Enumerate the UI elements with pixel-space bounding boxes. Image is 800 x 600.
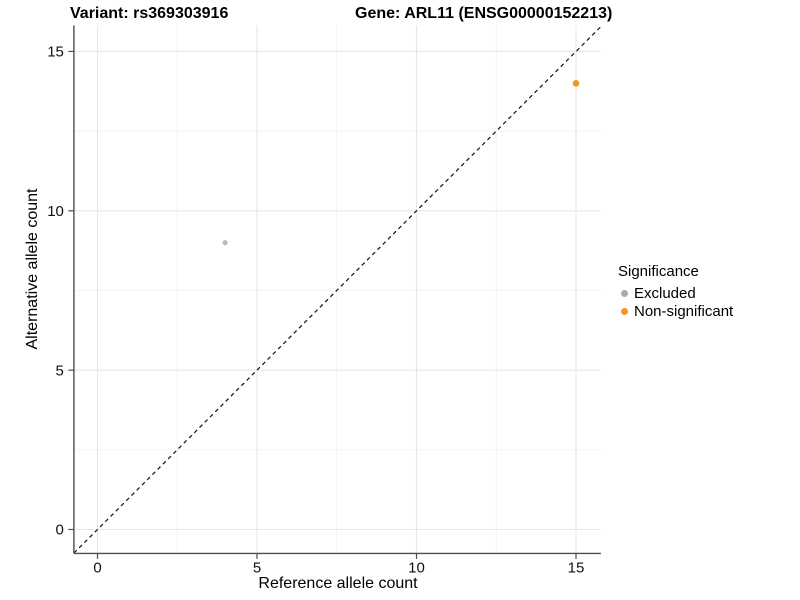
gene-title: Gene: ARL11 (ENSG00000152213) [355, 5, 613, 22]
legend-item-non-significant: Non-significant [618, 303, 733, 321]
x-tick-label: 10 [408, 559, 425, 576]
y-tick-label: 0 [56, 522, 64, 539]
x-tick-label: 0 [93, 559, 101, 576]
data-point-non-significant [572, 80, 580, 87]
x-tick-label: 5 [253, 559, 261, 576]
non-significant-key-dot-icon [621, 307, 628, 315]
data-point-excluded [222, 240, 228, 246]
legend-item-excluded: Excluded [618, 285, 733, 303]
y-axis-label: Alternative allele count [24, 188, 41, 350]
x-tick-label: 15 [568, 559, 585, 576]
excluded-key-dot-icon [621, 290, 628, 298]
y-tick-label: 15 [47, 44, 64, 61]
y-tick-label: 10 [47, 203, 64, 220]
variant-title: Variant: rs369303916 [70, 5, 229, 22]
y-tick-label: 5 [56, 362, 64, 379]
legend: Significance Excluded Non-significant [618, 263, 733, 320]
identity-line [73, 26, 602, 554]
x-axis-label: Reference allele count [258, 575, 418, 592]
legend-item-label: Excluded [634, 285, 696, 303]
legend-title: Significance [618, 263, 699, 280]
legend-item-label: Non-significant [634, 302, 734, 320]
